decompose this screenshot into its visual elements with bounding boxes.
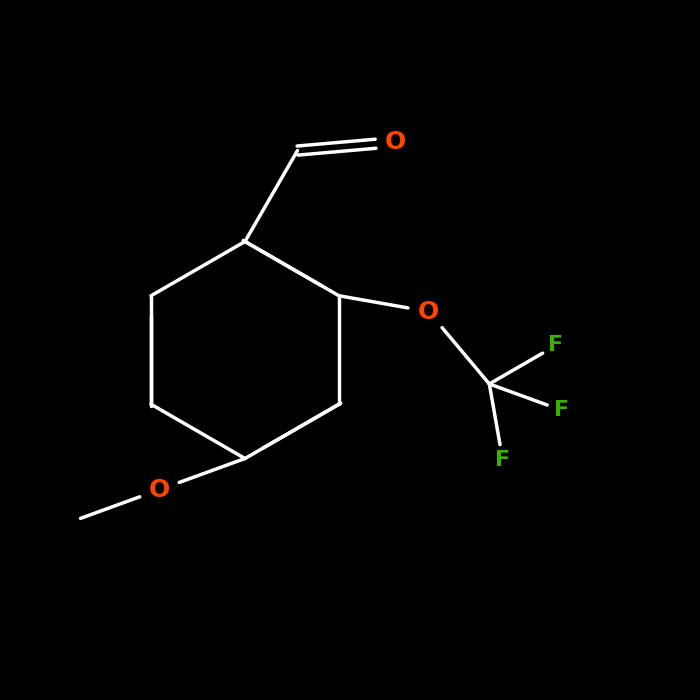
Text: F: F: [495, 450, 510, 470]
Text: F: F: [548, 335, 564, 356]
Text: O: O: [384, 130, 406, 154]
Text: F: F: [554, 400, 569, 420]
Text: O: O: [149, 477, 170, 502]
Text: O: O: [418, 300, 439, 323]
